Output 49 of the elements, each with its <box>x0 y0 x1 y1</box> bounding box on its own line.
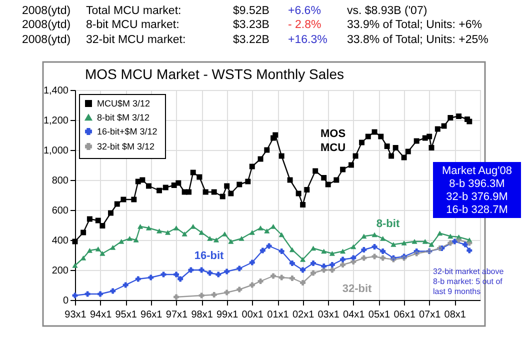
y-tick-label: 1,400 <box>43 86 69 96</box>
text: Total MCU market: <box>86 5 182 17</box>
y-tick-label: 0 <box>62 296 69 306</box>
text: 2008(ytd) <box>22 19 71 31</box>
text: 32-bit MCU market: <box>86 34 186 46</box>
y-tick-label: 1,000 <box>43 146 69 156</box>
text: +6.6% <box>288 5 321 17</box>
x-tick-label: 02x1 <box>292 310 315 320</box>
annotation: 8-bit <box>376 218 400 230</box>
text: 33.8% of Total; Units: +25% <box>347 34 488 46</box>
x-tick-label: 06x1 <box>394 310 416 320</box>
x-tick-label: 00x1 <box>242 310 264 320</box>
x-tick-label: 99x1 <box>216 310 239 320</box>
y-tick-label: 1,200 <box>43 116 69 126</box>
chart-title: MOS MCU Market - WSTS Monthly Sales <box>85 66 344 82</box>
annotation: 32-bit <box>342 283 372 295</box>
x-tick-label: 01x1 <box>267 310 290 320</box>
x-tick-label: 97x1 <box>166 310 188 320</box>
y-tick-label: 200 <box>52 266 69 276</box>
x-tick-label: 95x1 <box>115 310 138 320</box>
x-tick-label: 04x1 <box>343 310 366 320</box>
legend-label: MCU$M 3/12 <box>97 98 150 108</box>
text: 8-bit MCU market: <box>86 19 180 31</box>
x-tick-label: 03x1 <box>318 310 340 320</box>
legend-label: 16-bit+$M 3/12 <box>97 126 158 136</box>
y-tick-label: 600 <box>52 206 69 216</box>
x-tick-label: 98x1 <box>191 310 214 320</box>
x-tick-label: 94x1 <box>90 310 112 320</box>
annotation: MOS MCU <box>320 128 346 154</box>
text: 33.9% of Total; Units: +6% <box>347 19 482 31</box>
x-tick-label: 05x1 <box>368 310 391 320</box>
text: $3.22B <box>233 34 270 46</box>
legend-label: 8-bit $M 3/12 <box>97 112 150 122</box>
text: +16.3% <box>288 34 328 46</box>
x-tick-label: 08x1 <box>444 310 466 320</box>
x-tick-label: 96x1 <box>140 310 163 320</box>
text: 2008(ytd) <box>22 34 71 46</box>
annotation: Market Aug'08 8-b 396.3M 32-b 376.9M 16-b 328.7M <box>442 165 512 216</box>
y-tick-label: 800 <box>52 176 69 186</box>
annotation: 16-bit <box>194 250 224 262</box>
legend-label: 32-bit $M 3/12 <box>97 142 155 152</box>
text: - 2.8% <box>288 19 322 31</box>
x-tick-label: 93x1 <box>64 310 87 320</box>
text: vs. $8.93B ('07) <box>347 5 428 17</box>
text: 2008(ytd) <box>22 5 71 17</box>
y-tick-label: 400 <box>52 236 69 246</box>
x-tick-label: 07x1 <box>418 310 442 320</box>
text: $3.23B <box>233 19 270 31</box>
text: $9.52B <box>233 5 270 17</box>
